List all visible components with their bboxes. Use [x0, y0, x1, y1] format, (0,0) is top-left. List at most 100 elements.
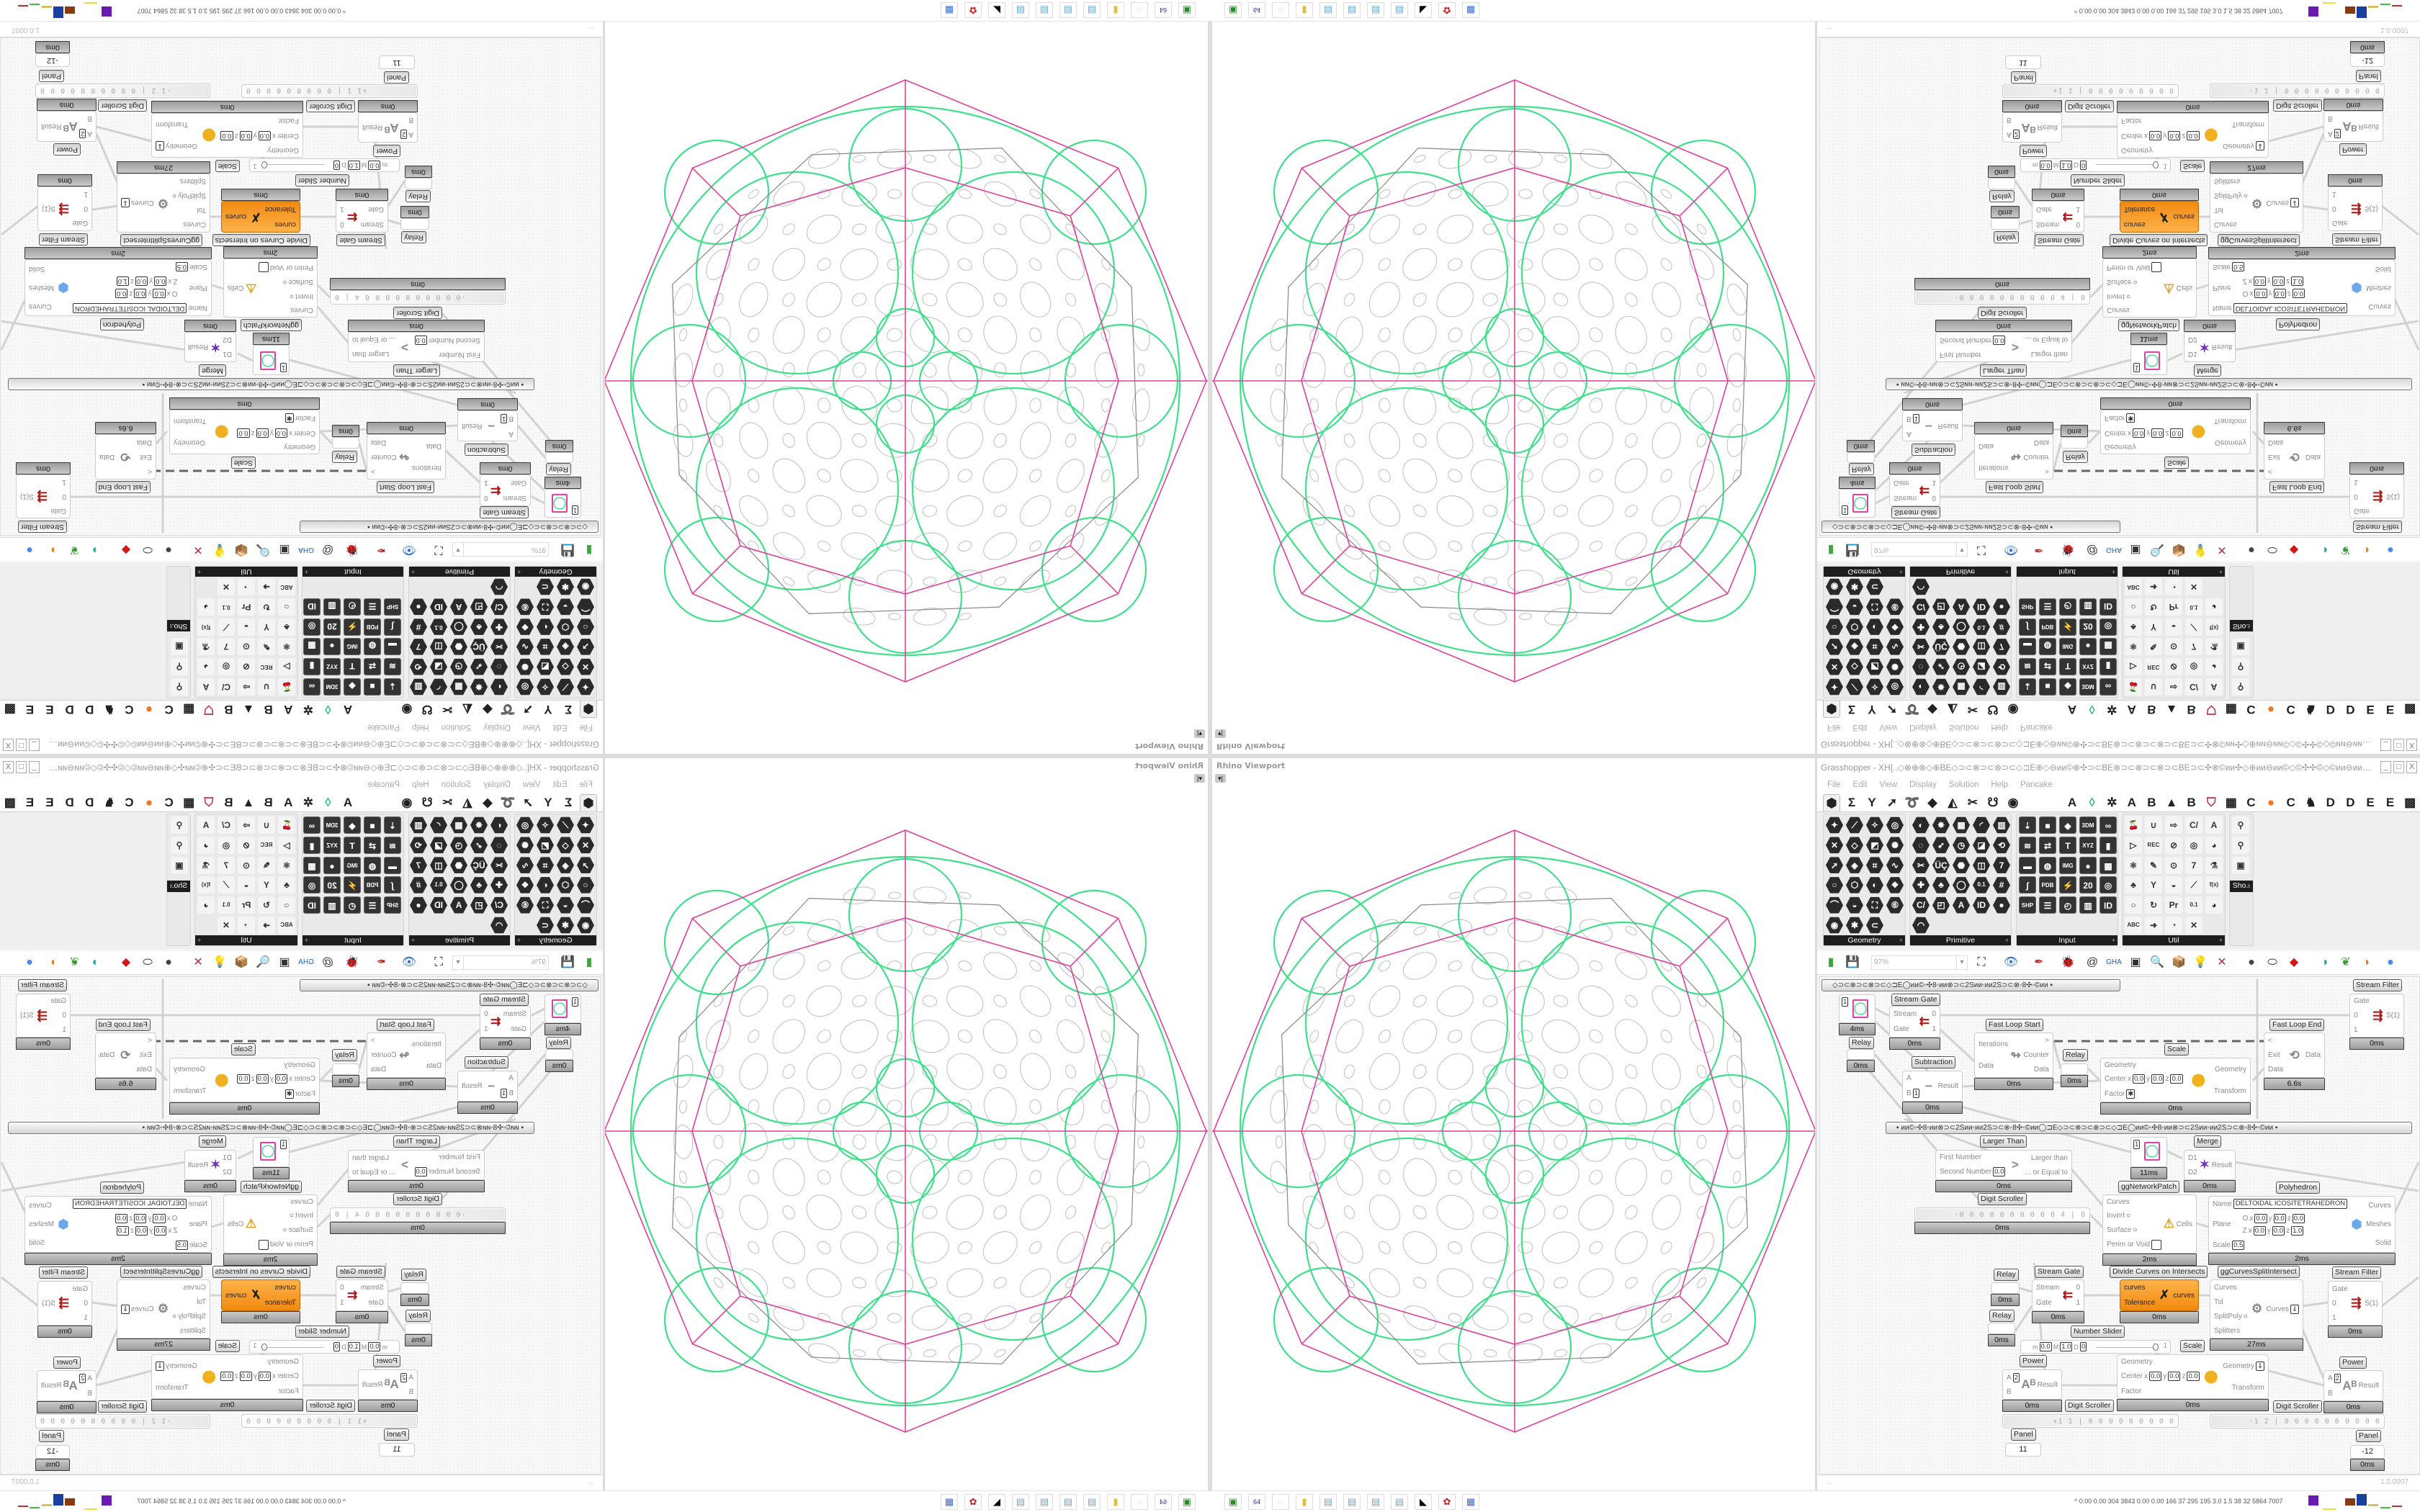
component-body[interactable]: Gate 0 1 ⇶ S(1) [37, 1281, 92, 1326]
z-field[interactable]: 0.0 [2292, 289, 2305, 299]
component-icon[interactable]: ❖ [1886, 618, 1904, 636]
new-document-icon[interactable]: ▮ [586, 544, 593, 556]
digit-scroller-value[interactable]: -1 2 | 0 0 0 0 0 0 0 0 0 0 [37, 85, 209, 96]
tab-a2-icon[interactable]: A [284, 796, 293, 809]
z-field[interactable]: 0.0 [220, 1372, 233, 1382]
output-result[interactable]: Result [2359, 1382, 2379, 1390]
component-icon[interactable]: ⇨ [238, 678, 255, 696]
component-icon[interactable]: ⚲ [171, 837, 188, 854]
component-label[interactable]: Subtraction [464, 1056, 508, 1068]
tab-maths-icon[interactable]: Σ [1847, 703, 1856, 716]
component-icon[interactable]: ➜ [258, 916, 275, 934]
component-body[interactable]: Geometry Center x 0.0 y 0.0 z 0.0 Factor ✱ ⬤ Geomet… [169, 1058, 320, 1102]
output-geometry[interactable]: Geometry ⇓ [2223, 141, 2264, 150]
wires-icon[interactable]: ✕ [193, 956, 203, 968]
minimize-button[interactable]: _ [29, 739, 40, 751]
component-icon[interactable]: ◐ [1912, 816, 1930, 834]
component-icon[interactable]: ➚ [577, 638, 594, 655]
component-body[interactable]: A 2 B Aᴮ Result [2002, 1369, 2062, 1400]
input-gate[interactable]: Gate [2332, 220, 2348, 228]
notepad-icon[interactable]: ▤ [1367, 2, 1384, 18]
component-icon[interactable]: ⌗ [1866, 638, 1883, 655]
component-icon[interactable]: ID [303, 598, 321, 616]
component-icon[interactable]: ◒ [238, 876, 255, 894]
component-label[interactable]: Panel [39, 70, 64, 82]
component-body[interactable] [1988, 178, 2015, 189]
input-exit[interactable]: Exit [2268, 453, 2283, 461]
component-icon[interactable]: SHP [2019, 598, 2036, 616]
output--or-equal-to[interactable]: ... or Equal to [352, 336, 395, 344]
menu-solution[interactable]: Solution [441, 723, 472, 732]
toggle[interactable]: ○ [289, 1212, 294, 1220]
tab-crystal-icon[interactable]: ◊ [2089, 796, 2095, 809]
component-icon[interactable]: PDB [2039, 876, 2056, 894]
input-1[interactable]: 1 [2332, 191, 2348, 199]
component-icon[interactable]: ○ [278, 896, 295, 914]
tab-grid-icon[interactable]: ▦ [2225, 703, 2237, 716]
component-body[interactable]: A B 1− Result [1902, 1071, 1963, 1102]
component-body[interactable]: First Number Second Number 0.0 > Larger than… [348, 1150, 485, 1180]
zoom-extents-icon[interactable]: ⛶ [1977, 956, 1986, 968]
input-scale[interactable]: Scale 0.5 [2213, 262, 2347, 272]
y-field[interactable]: 0.0 [2272, 1225, 2285, 1236]
tab-crystal-icon[interactable]: ◊ [325, 796, 331, 809]
y-field[interactable]: 0.0 [256, 1074, 269, 1084]
tab-b-icon[interactable]: B [2147, 703, 2156, 716]
input-1[interactable]: 1 [72, 1314, 88, 1322]
input-gate[interactable]: Gate [361, 1299, 384, 1307]
component-label[interactable]: Relay [546, 1037, 571, 1049]
menu-display[interactable]: Display [1909, 723, 1937, 732]
component-label[interactable]: Power [2020, 145, 2047, 157]
component-icon[interactable]: ☰ [364, 598, 381, 616]
output-1[interactable]: 1 [340, 205, 344, 213]
input-0[interactable]: 0 [72, 1300, 88, 1308]
component-icon[interactable]: 7 [410, 638, 427, 655]
z-field[interactable]: 1.0 [2291, 276, 2304, 287]
toggle[interactable]: ○ [2243, 1312, 2248, 1320]
input-tolerance[interactable]: Tolerance [265, 205, 296, 213]
component-icon[interactable]: ⟋ [218, 618, 235, 636]
output-1[interactable]: 1 [1932, 1025, 1936, 1033]
tab-b2-icon[interactable]: B [224, 796, 233, 809]
output-result[interactable]: Result [41, 122, 61, 130]
component-body[interactable]: -1 2 | 0 0 0 0 0 0 0 0 0 0 [35, 1414, 210, 1428]
component-label[interactable]: Stream Filter [17, 979, 67, 991]
output-larger-than[interactable]: Larger than [352, 351, 389, 359]
input-stream[interactable]: Stream [361, 1284, 384, 1292]
component-label[interactable]: Larger Than [393, 364, 440, 377]
x-field[interactable]: 0.0 [2253, 1225, 2266, 1236]
input-name[interactable]: Name DELTOIDAL ICOSITETRAHEDRON [2213, 1199, 2348, 1210]
component-icon[interactable]: ≋ [384, 658, 401, 676]
input-geometry[interactable]: Geometry [2121, 1358, 2200, 1366]
component-body[interactable]: ·0 0 0 0 0 0 0 0 0 0 4 | 0 [1914, 290, 2090, 305]
output-counter[interactable]: Counter [371, 453, 397, 461]
value-field[interactable]: 1 [1912, 414, 1919, 424]
component-body[interactable]: +1 1 | 0 0 0 0 0 0 0 0 0 [241, 1414, 418, 1428]
component-icon[interactable]: REC [2145, 658, 2162, 676]
component-icon[interactable]: ◎ [303, 618, 321, 636]
tab-puzzle-icon[interactable]: ✲ [2107, 703, 2118, 716]
component-icon[interactable]: ◫ [430, 857, 447, 874]
output-data[interactable]: Data [2305, 453, 2321, 461]
preview-icon[interactable]: 👁 [2003, 544, 2019, 556]
component-icon[interactable]: ▥ [410, 678, 427, 696]
blue-sphere-icon[interactable]: ● [26, 544, 33, 556]
component-icon[interactable]: ⇨ [238, 816, 255, 834]
component-body[interactable]: A 2 B Aᴮ Result [2002, 112, 2062, 143]
component-icon[interactable]: ⚗ [197, 856, 215, 874]
red-gem-icon[interactable]: ◆ [121, 956, 131, 968]
tab-params-icon[interactable]: ⬢ [1823, 701, 1840, 718]
menu-file[interactable]: File [579, 780, 593, 789]
component-icon[interactable]: ⚲ [171, 658, 188, 675]
component-icon[interactable]: ⑥ [1886, 598, 1904, 616]
component-icon[interactable]: ➶ [470, 837, 488, 854]
component-label[interactable]: Scale [215, 160, 240, 172]
component-body[interactable]: Gate 0 1 ⇶ S(1) [2328, 1281, 2383, 1326]
component-icon[interactable]: ◈ [1846, 857, 1863, 873]
teal-surface-icon[interactable]: ◗ [2322, 544, 2329, 556]
output-1[interactable]: 1 [2076, 205, 2080, 213]
component-icon[interactable]: ◐ [490, 678, 508, 696]
component-icon[interactable]: ◔ [2165, 916, 2182, 934]
package-icon[interactable]: 📦 [2172, 544, 2186, 556]
component-body[interactable]: Gate 0 1 ⇶ S(1) [2328, 186, 2383, 231]
